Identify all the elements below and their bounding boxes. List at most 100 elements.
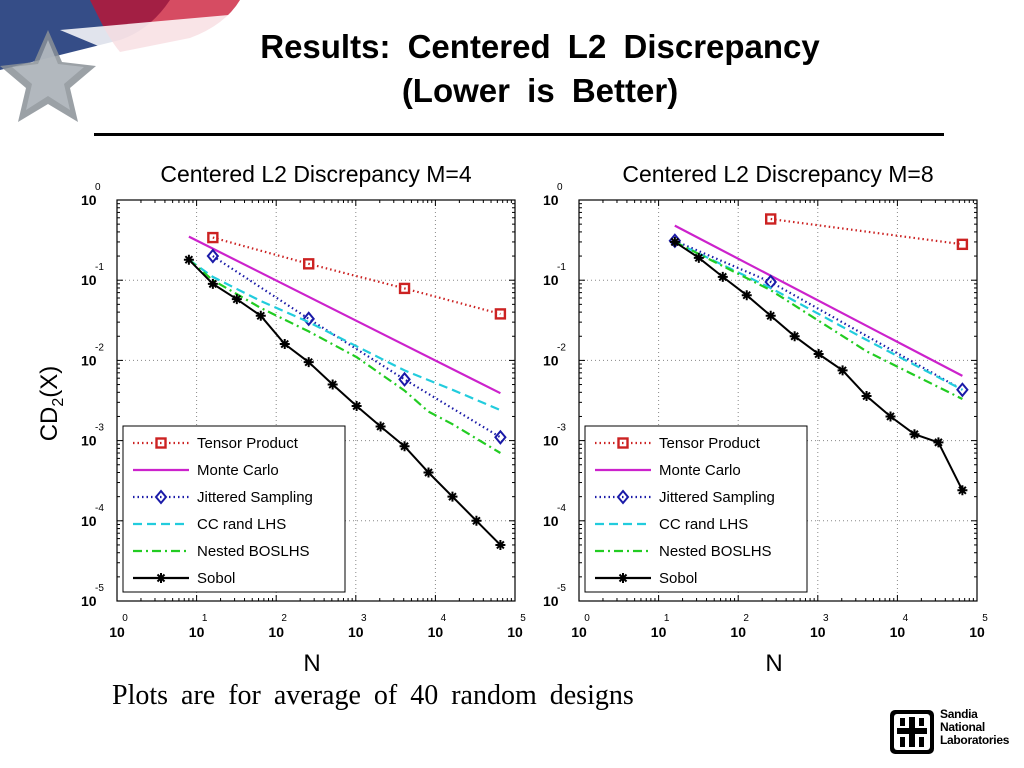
- data-point-sobol: [183, 254, 194, 265]
- x-tick-exponent: 1: [664, 613, 670, 624]
- data-point-jittered: [494, 429, 507, 445]
- data-point-sobol: [255, 310, 266, 321]
- x-tick-exponent: 1: [202, 613, 208, 624]
- data-point-sobol: [495, 539, 506, 550]
- x-tick-label: 10: [428, 624, 444, 640]
- series-nested: [188, 258, 501, 454]
- ticks: [116, 199, 516, 602]
- x-tick-exponent: 2: [281, 613, 287, 624]
- slide-subtitle: (Lower is Better): [401, 72, 679, 109]
- data-point-sobol: [909, 429, 920, 440]
- data-point-jittered: [206, 248, 220, 264]
- x-tick-label: 10: [189, 624, 205, 640]
- x-tick-label: 10: [890, 624, 906, 640]
- data-point-sobol: [813, 349, 824, 360]
- legend-label-cclhs: CC rand LHS: [659, 516, 748, 533]
- data-point-sobol: [303, 357, 314, 368]
- legend-label-nested: Nested BOSLHS: [197, 543, 310, 560]
- series-tensor: [207, 231, 507, 320]
- legend-marker-sobol: [156, 573, 166, 583]
- x-tick-exponent: 4: [903, 613, 909, 624]
- y-tick-label: 10: [81, 352, 97, 368]
- y-tick-exponent: -4: [95, 503, 104, 514]
- series-cclhs: [674, 240, 963, 391]
- data-point-tensor: [494, 308, 507, 320]
- series-line-nested: [188, 258, 501, 454]
- series-monte: [188, 235, 501, 395]
- data-point-sobol: [351, 401, 362, 412]
- y-tick-label: 10: [543, 352, 559, 368]
- data-point-sobol: [327, 379, 338, 390]
- data-point-sobol: [765, 310, 776, 321]
- data-point-tensor: [302, 258, 315, 270]
- x-tick-label: 10: [730, 624, 746, 640]
- data-point-jittered: [956, 382, 969, 398]
- legend-label-jittered: Jittered Sampling: [197, 489, 313, 506]
- x-tick-exponent: 3: [361, 613, 367, 624]
- legend-marker-jittered: [154, 489, 168, 505]
- chart-2: 10010110210310410510010-110-210-310-410-…: [543, 161, 988, 677]
- legend-marker-sobol: [618, 573, 628, 583]
- series-jittered: [668, 233, 969, 398]
- x-tick-exponent: 3: [823, 613, 829, 624]
- x-tick-label: 10: [810, 624, 826, 640]
- sandia-thunderbird-logo-icon: [890, 710, 934, 754]
- slide-title: Results: Centered L2 Discrepancy: [260, 28, 820, 65]
- y-tick-label: 10: [81, 192, 97, 208]
- plot-frame: [578, 199, 978, 602]
- series-sobol: [669, 236, 968, 496]
- series-line-monte: [674, 224, 963, 377]
- legend-label-jittered: Jittered Sampling: [659, 489, 775, 506]
- legend: Tensor Product Monte Carlo Jittered Sampli…: [584, 425, 808, 593]
- x-tick-label: 10: [571, 624, 587, 640]
- legend-label-monte: Monte Carlo: [197, 462, 279, 479]
- logo-line-1: Sandia: [940, 707, 978, 721]
- legend-label-sobol: Sobol: [659, 570, 697, 587]
- data-point-sobol: [279, 339, 290, 350]
- x-tick-label: 10: [268, 624, 284, 640]
- x-tick-exponent: 5: [520, 613, 526, 624]
- legend-label-monte: Monte Carlo: [659, 462, 741, 479]
- series-line-nested: [674, 240, 963, 400]
- x-tick-label: 10: [109, 624, 125, 640]
- y-tick-exponent: -4: [557, 503, 566, 514]
- chart-title: Centered L2 Discrepancy M=8: [622, 161, 933, 187]
- legend-box: [122, 425, 346, 593]
- legend-box: [584, 425, 808, 593]
- legend-label-nested: Nested BOSLHS: [659, 543, 772, 560]
- data-point-sobol: [789, 331, 800, 342]
- y-axis-label: CD2(X): [36, 366, 67, 442]
- x-axis-label: N: [303, 650, 320, 677]
- legend-label-tensor: Tensor Product: [197, 435, 299, 452]
- data-point-sobol: [399, 441, 410, 452]
- y-tick-label: 10: [543, 192, 559, 208]
- y-tick-exponent: -3: [557, 423, 566, 434]
- series-line-jittered: [674, 239, 963, 391]
- x-tick-exponent: 4: [441, 613, 447, 624]
- y-tick-exponent: -5: [95, 583, 104, 594]
- chart-title: Centered L2 Discrepancy M=4: [160, 161, 472, 187]
- y-tick-label: 10: [543, 433, 559, 449]
- data-point-sobol: [933, 437, 944, 448]
- y-tick-label: 10: [543, 272, 559, 288]
- data-point-jittered: [302, 311, 315, 327]
- legend-marker-tensor: [155, 437, 167, 449]
- series-sobol: [183, 254, 506, 550]
- y-tick-exponent: -2: [557, 342, 566, 353]
- data-point-tensor: [764, 213, 777, 225]
- y-tick-exponent: -2: [95, 342, 104, 353]
- sandia-wordmark: Sandia National Laboratories: [940, 708, 1009, 747]
- y-tick-label: 10: [543, 593, 559, 609]
- x-tick-exponent: 2: [743, 613, 749, 624]
- y-tick-exponent: 0: [95, 182, 101, 193]
- series-line-jittered: [212, 255, 501, 439]
- plot-frame: [116, 199, 516, 602]
- series-line-cclhs: [674, 240, 963, 391]
- data-point-tensor: [956, 238, 969, 251]
- data-point-jittered: [398, 371, 411, 387]
- data-point-sobol: [885, 411, 896, 422]
- legend: Tensor Product Monte Carlo Jittered Sampli…: [122, 425, 346, 593]
- y-tick-exponent: -1: [557, 262, 566, 273]
- series-jittered: [206, 248, 507, 445]
